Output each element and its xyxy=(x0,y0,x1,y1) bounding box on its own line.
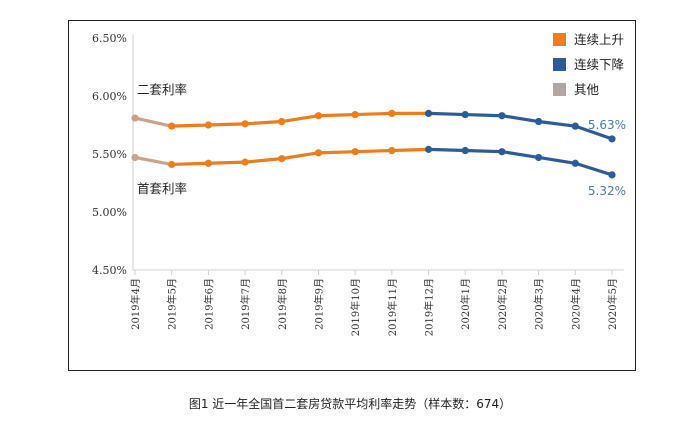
series-line-segment xyxy=(537,155,577,165)
data-point xyxy=(204,121,212,129)
series-line-segment xyxy=(206,122,247,127)
data-point xyxy=(498,148,506,156)
x-tick-label: 2020年1月 xyxy=(459,278,472,330)
series-line-segment xyxy=(353,148,394,154)
chart-frame: 6.50% 6.00% 5.50% 5.00% 4.50% 2019年4月 2019年5月 2… xyxy=(68,20,636,371)
series-label-second-home: 二套利率 xyxy=(137,82,187,97)
data-point xyxy=(241,120,249,128)
x-tick-label: 2019年12月 xyxy=(423,278,436,336)
series-line-segment xyxy=(206,160,247,165)
series-line-segment xyxy=(426,147,467,153)
y-tick-label: 5.00% xyxy=(92,206,127,219)
data-point xyxy=(461,146,469,155)
legend-swatch xyxy=(553,83,566,96)
series-line-segment xyxy=(316,112,357,118)
data-point xyxy=(388,109,396,117)
x-tick-label: 2020年5月 xyxy=(606,278,619,330)
x-tick-label: 2019年6月 xyxy=(202,278,215,330)
data-point xyxy=(351,148,359,156)
series-line-segment xyxy=(573,161,614,177)
data-point xyxy=(131,153,139,162)
y-tick-label: 6.00% xyxy=(92,90,127,103)
data-point xyxy=(535,153,543,162)
series-line-segment xyxy=(170,161,210,167)
series-line-segment xyxy=(537,119,577,128)
data-point xyxy=(314,149,323,157)
x-tick-label: 2019年11月 xyxy=(386,278,399,336)
series-line-segment xyxy=(243,119,284,126)
series-line-segment xyxy=(316,150,357,155)
series-line-segment xyxy=(500,150,541,160)
data-point xyxy=(424,109,433,117)
series-line-segment xyxy=(133,116,174,128)
line-chart: 6.50% 6.00% 5.50% 5.00% 4.50%2019年4月 2019年5月 2… xyxy=(92,32,626,336)
legend-swatch xyxy=(553,33,566,46)
data-point xyxy=(314,112,323,120)
data-point xyxy=(351,110,359,119)
data-point xyxy=(571,159,579,167)
series-line-segment xyxy=(500,114,541,124)
series-line-segment xyxy=(390,147,431,153)
y-tick-label: 5.50% xyxy=(92,148,127,161)
series-line-segment xyxy=(463,112,504,118)
data-point xyxy=(168,160,176,169)
data-point xyxy=(424,145,433,153)
data-point xyxy=(131,114,139,122)
series-line-segment xyxy=(280,151,321,161)
data-point xyxy=(278,117,286,126)
series-line-segment xyxy=(170,123,210,128)
data-point xyxy=(168,122,176,130)
x-tick-label: 2019年9月 xyxy=(312,278,325,330)
series-line-segment xyxy=(426,111,467,117)
x-tick-label: 2020年4月 xyxy=(569,278,582,330)
data-point xyxy=(241,158,249,166)
figure-caption: 图1 近一年全国首二套房贷款平均利率走势（样本数：674） xyxy=(188,397,512,411)
data-point xyxy=(204,159,212,167)
series-label-first-home: 首套利率 xyxy=(137,181,187,196)
data-point xyxy=(608,135,616,143)
series-line-segment xyxy=(573,124,614,141)
data-point xyxy=(608,171,616,179)
x-tick-label: 2019年7月 xyxy=(239,278,252,330)
data-point xyxy=(388,146,396,155)
series-line-segment xyxy=(243,157,284,164)
data-point xyxy=(498,112,506,120)
y-tick-label: 4.50% xyxy=(92,264,127,277)
end-label-first-home: 5.32% xyxy=(588,184,626,198)
legend-label: 其他 xyxy=(574,82,600,97)
series-line-segment xyxy=(353,111,394,117)
y-tick-label: 6.50% xyxy=(92,32,127,45)
x-tick-label: 2019年5月 xyxy=(166,278,179,330)
series-line-segment xyxy=(280,114,321,124)
legend-swatch xyxy=(553,58,566,71)
x-tick-label: 2020年2月 xyxy=(496,278,509,330)
data-point xyxy=(571,122,579,130)
legend-label: 连续下降 xyxy=(574,57,625,72)
data-point xyxy=(278,155,286,163)
x-tick-label: 2019年8月 xyxy=(276,278,289,330)
legend-label: 连续上升 xyxy=(574,32,624,47)
x-tick-label: 2019年10月 xyxy=(349,278,362,336)
series-line-segment xyxy=(133,155,174,167)
x-tick-label: 2020年3月 xyxy=(533,278,546,330)
data-point xyxy=(461,110,469,119)
end-label-second-home: 5.63% xyxy=(588,118,626,132)
x-tick-label: 2019年4月 xyxy=(129,278,142,330)
data-point xyxy=(535,117,543,126)
series-line-segment xyxy=(463,148,504,154)
